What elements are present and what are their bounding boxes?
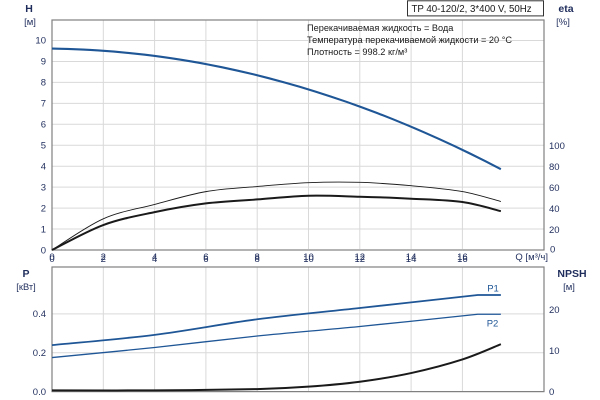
- svg-text:[кВт]: [кВт]: [16, 282, 35, 292]
- svg-text:100: 100: [549, 141, 565, 152]
- svg-text:7: 7: [41, 99, 46, 110]
- svg-text:20: 20: [549, 305, 560, 316]
- svg-text:P1: P1: [487, 284, 499, 295]
- svg-text:40: 40: [549, 204, 560, 215]
- svg-text:Плотность = 998.2 кг/м³: Плотность = 998.2 кг/м³: [307, 47, 407, 57]
- svg-text:H: H: [25, 3, 33, 15]
- svg-text:8: 8: [255, 254, 260, 265]
- svg-text:10: 10: [303, 254, 314, 265]
- svg-text:4: 4: [41, 162, 46, 173]
- svg-text:Температура перекачиваемой жид: Температура перекачиваемой жидкости = 20…: [307, 35, 512, 45]
- svg-text:3: 3: [41, 183, 46, 194]
- svg-text:P2: P2: [487, 319, 499, 330]
- svg-text:[м]: [м]: [563, 282, 575, 293]
- svg-text:0: 0: [550, 245, 555, 256]
- svg-text:[м]: [м]: [24, 17, 36, 28]
- svg-text:16: 16: [457, 254, 468, 265]
- svg-text:5: 5: [41, 141, 46, 152]
- svg-text:2: 2: [41, 204, 46, 215]
- svg-text:2: 2: [101, 254, 106, 265]
- svg-text:10: 10: [549, 346, 560, 357]
- svg-text:0: 0: [549, 387, 554, 398]
- svg-text:20: 20: [549, 225, 560, 236]
- svg-text:Q [м³/ч]: Q [м³/ч]: [515, 252, 548, 263]
- svg-text:8: 8: [41, 78, 46, 89]
- svg-text:P: P: [22, 268, 29, 280]
- svg-text:0: 0: [41, 246, 46, 257]
- svg-text:6: 6: [41, 120, 46, 131]
- svg-text:80: 80: [549, 162, 560, 173]
- svg-text:6: 6: [203, 254, 208, 265]
- svg-text:[%]: [%]: [556, 17, 570, 28]
- svg-text:0.2: 0.2: [33, 348, 46, 359]
- svg-text:Перекачиваемая жидкость = Вода: Перекачиваемая жидкость = Вода: [307, 23, 454, 33]
- svg-text:60: 60: [549, 183, 560, 194]
- svg-text:1: 1: [41, 225, 46, 236]
- svg-text:eta: eta: [558, 3, 573, 15]
- svg-text:4: 4: [152, 254, 157, 265]
- svg-text:14: 14: [406, 254, 417, 265]
- svg-text:10: 10: [35, 36, 46, 47]
- svg-text:NPSH: NPSH: [557, 268, 586, 280]
- svg-text:0: 0: [49, 254, 54, 265]
- svg-text:9: 9: [41, 57, 46, 68]
- svg-text:0.4: 0.4: [33, 309, 46, 320]
- svg-text:12: 12: [355, 254, 366, 265]
- svg-text:TP 40-120/2, 3*400 V, 50Hz: TP 40-120/2, 3*400 V, 50Hz: [412, 4, 532, 15]
- svg-text:0.0: 0.0: [33, 387, 46, 398]
